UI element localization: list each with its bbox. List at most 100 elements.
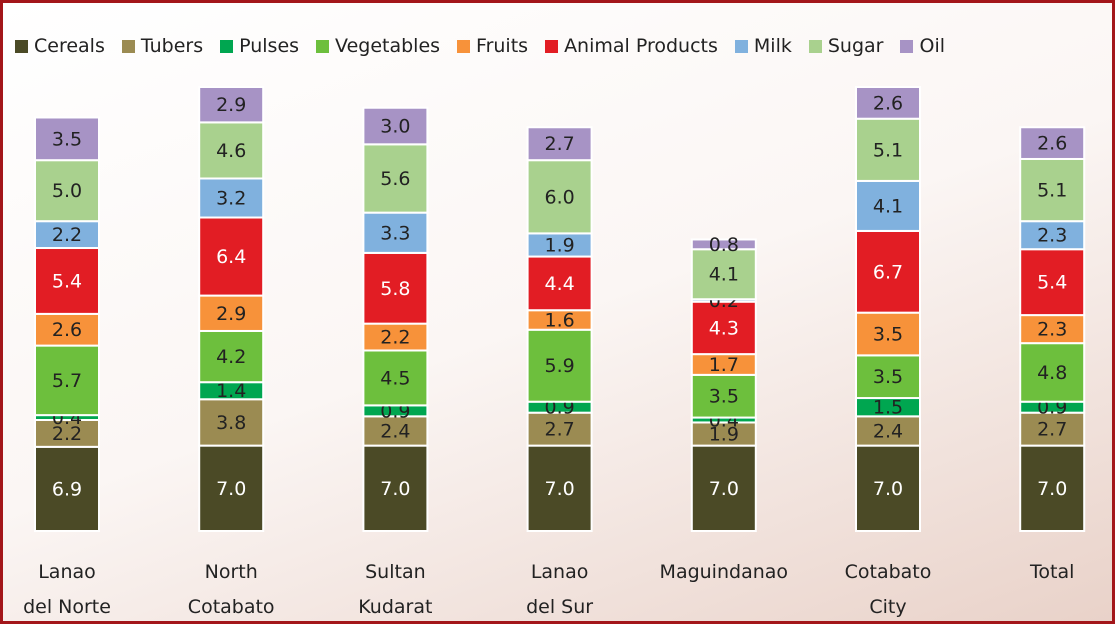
bar-segment [198,121,265,180]
legend-swatch [457,39,471,53]
legend-label: Fruits [476,35,529,57]
bar-segment [34,344,100,417]
x-tick-label: Lanao del Sur [526,561,594,618]
value-label: 2.6 [52,319,82,341]
value-label: 3.2 [216,188,246,210]
value-label: 2.7 [544,419,574,441]
bar-segment [1019,444,1086,532]
value-label: 4.1 [709,264,739,286]
legend-label: Oil [919,35,945,57]
x-tick-label: Maguindanao [659,561,789,583]
value-label: 1.6 [544,309,574,331]
legend-item: Vegetables [316,35,440,57]
bar-segment [362,106,429,146]
bar-segment [362,415,429,447]
value-label: 6.7 [873,261,903,283]
x-tick-label: Total [1030,561,1075,583]
value-label: 0.8 [709,234,739,256]
x-tick-label: Lanao del Norte [23,561,111,618]
legend-label: Vegetables [335,35,441,57]
value-label: 5.9 [544,355,574,377]
value-label: 6.4 [216,246,246,268]
value-label: 3.8 [216,412,246,434]
legend-swatch [15,39,28,53]
bar-segment [526,126,593,162]
legend-label: Pulses [239,35,300,57]
value-label: 5.4 [1037,272,1067,294]
value-label: 2.9 [216,303,246,325]
bar-segment [690,444,757,532]
bar-segment [362,251,429,325]
value-label: 2.3 [1037,319,1067,341]
value-label: 7.0 [709,478,739,500]
bar-segment [855,311,921,357]
bar-segment [855,179,921,232]
value-label: 2.4 [380,420,410,442]
value-label: 1.9 [544,234,574,256]
bar-segment [198,329,265,384]
legend-swatch [900,39,914,53]
bar-segment [1019,248,1086,317]
value-label: 5.4 [52,270,82,292]
bar-segment [526,444,593,532]
bar-segment [362,322,429,352]
value-label: 1.9 [709,424,739,446]
value-label: 3.3 [380,222,410,244]
value-label: 1.7 [709,354,739,376]
bar-segment [34,419,100,448]
value-label: 3.5 [709,386,739,408]
value-label: 1.4 [216,380,246,402]
value-label: 5.1 [873,139,903,161]
value-label: 4.1 [873,195,903,217]
legend-item: Tubers [121,35,204,57]
legend-swatch [545,39,559,53]
value-label: 2.3 [1037,225,1067,247]
value-label: 4.6 [216,140,246,162]
bar-segment [362,211,429,254]
value-label: 7.0 [216,478,246,500]
bar-segment [198,86,265,124]
value-label: 2.2 [52,423,82,445]
bar-segment [690,238,757,251]
legend-item: Animal Products [545,35,718,57]
value-label: 7.0 [544,478,574,500]
bar-segment [34,312,100,347]
bar-segment [855,354,921,400]
bar-segment [1019,157,1086,223]
value-label: 4.4 [544,273,574,295]
legend-item: Cereals [15,35,105,57]
bar-segment [34,116,100,162]
legend-label: Tubers [140,35,204,57]
value-label: 2.6 [1037,133,1067,155]
value-label: 3.5 [873,366,903,388]
x-tick-label: Cotabato City [844,561,932,618]
value-label: 4.8 [1037,362,1067,384]
bar-segment [198,294,265,332]
bar-segment [1019,314,1086,345]
value-label: 2.2 [380,327,410,349]
bar-segment [855,86,921,120]
bar-segment [690,300,757,356]
value-label: 3.0 [380,116,410,138]
bar-segment [1019,126,1086,160]
legend-item: Fruits [457,35,528,57]
value-label: 2.4 [873,420,903,442]
legend-label: Animal Products [564,35,718,57]
value-label: 7.0 [873,478,903,500]
bar-segment [855,444,921,532]
bar-segment [526,411,593,447]
x-tick-label: North Cotabato [187,561,275,618]
value-label: 4.2 [216,346,246,368]
bar-segment [526,328,593,403]
legend-item: Milk [734,35,792,57]
value-label: 5.1 [1037,180,1067,202]
legend-label: Sugar [827,35,884,57]
legend-item: Sugar [808,35,884,57]
bar-segment [690,248,757,301]
bar-segment [34,445,100,533]
value-label: 2.2 [52,224,82,246]
value-label: 2.9 [216,94,246,116]
value-label: 7.0 [1037,478,1067,500]
value-label: 4.3 [709,317,739,339]
